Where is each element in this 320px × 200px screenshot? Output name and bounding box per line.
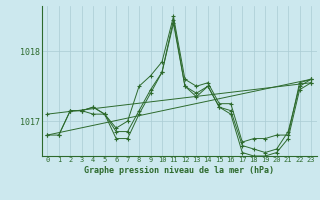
X-axis label: Graphe pression niveau de la mer (hPa): Graphe pression niveau de la mer (hPa) xyxy=(84,166,274,175)
